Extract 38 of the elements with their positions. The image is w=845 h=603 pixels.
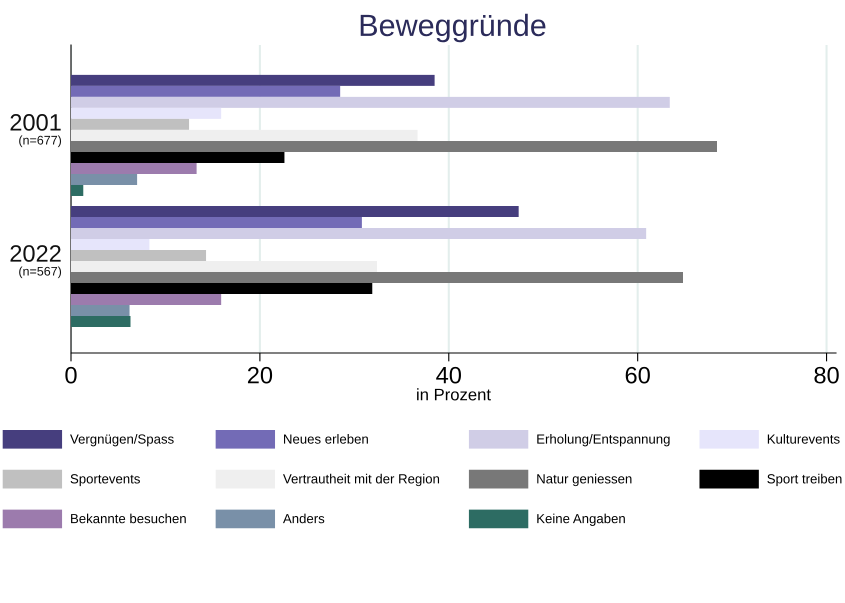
x-tick-label: 0 <box>65 366 77 384</box>
legend-label: Keine Angaben <box>537 514 625 526</box>
legend-label: Bekannte besuchen <box>71 514 186 524</box>
x-tick-label: 60 <box>626 366 650 384</box>
bar <box>71 206 519 217</box>
bar <box>71 216 362 228</box>
bar <box>71 272 683 284</box>
bar <box>71 228 646 239</box>
bar <box>71 162 197 174</box>
bar <box>71 96 670 108</box>
x-tick-label: 80 <box>814 366 839 384</box>
bar <box>71 316 130 328</box>
bar <box>71 184 84 196</box>
bar <box>71 74 435 86</box>
bar <box>71 238 150 250</box>
legend-label: Sportevents <box>70 474 140 486</box>
legend-label: Vergnügen/Spass <box>70 434 174 446</box>
bar <box>71 250 206 261</box>
bar <box>71 305 130 316</box>
bar <box>71 174 138 185</box>
x-tick-label: 20 <box>248 366 272 384</box>
legend-label: Sport treiben <box>767 474 842 486</box>
legend-label: Neues erleben <box>284 434 368 444</box>
bar <box>71 108 222 119</box>
y-tick-label: 2001 (n=677) <box>10 114 62 148</box>
legend-label: Natur geniessen <box>537 474 632 486</box>
legend-label: Erholung/Entspannung <box>537 434 670 446</box>
x-axis-title: in Prozent <box>417 388 491 400</box>
legend-label: Kulturevents <box>768 434 840 444</box>
legend-label: Vertrautheit mit der Region <box>283 474 440 486</box>
bar <box>71 86 340 97</box>
y-tick-label: 2022 (n=567) <box>10 245 62 278</box>
bar <box>71 140 717 152</box>
bar <box>71 118 190 130</box>
x-tick-label: 40 <box>436 366 461 384</box>
legend-label: Anders <box>282 514 324 524</box>
bar <box>71 294 222 306</box>
chart-title: Beweggründe <box>360 14 546 42</box>
